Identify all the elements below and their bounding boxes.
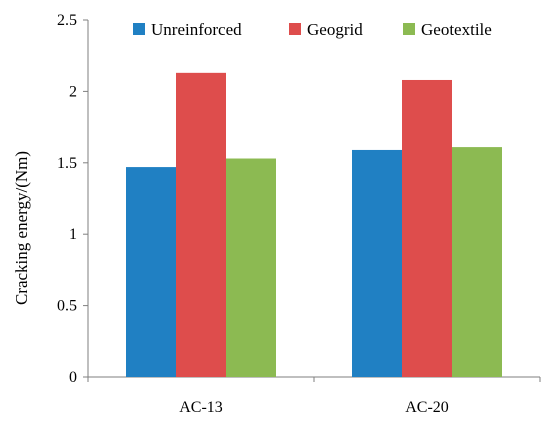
y-tick-label: 1.5 — [57, 155, 77, 172]
y-axis: 0 0.5 1 1.5 2 2.5 — [57, 12, 89, 386]
bar-geotextile-ac-13 — [226, 158, 276, 377]
legend-swatch — [133, 23, 145, 35]
legend-label: Unreinforced — [151, 20, 242, 39]
legend-item-unreinforced: Unreinforced — [133, 20, 242, 39]
bar-geotextile-ac-20 — [452, 147, 502, 377]
legend-item-geogrid: Geogrid — [289, 20, 363, 39]
y-tick-label: 2 — [69, 83, 77, 100]
bar-unreinforced-ac-13 — [126, 167, 176, 377]
y-tick-label: 1 — [69, 226, 77, 243]
bars — [126, 72, 502, 377]
bar-geogrid-ac-20 — [402, 79, 452, 377]
y-tick-label: 0 — [69, 369, 77, 386]
legend-label: Geogrid — [307, 20, 363, 39]
bar-unreinforced-ac-20 — [352, 149, 402, 377]
y-tick-label: 2.5 — [57, 12, 77, 29]
y-tick-label: 0.5 — [57, 298, 77, 315]
x-axis: AC-13 AC-20 — [87, 376, 541, 416]
legend-label: Geotextile — [421, 20, 492, 39]
y-axis-title: Cracking energy/(Nm) — [12, 151, 31, 305]
x-tick-label: AC-20 — [405, 399, 449, 416]
legend: Unreinforced Geogrid Geotextile — [133, 20, 492, 39]
legend-swatch — [289, 23, 301, 35]
bar-geogrid-ac-13 — [176, 72, 226, 377]
x-tick-label: AC-13 — [179, 399, 223, 416]
legend-swatch — [403, 23, 415, 35]
legend-item-geotextile: Geotextile — [403, 20, 492, 39]
